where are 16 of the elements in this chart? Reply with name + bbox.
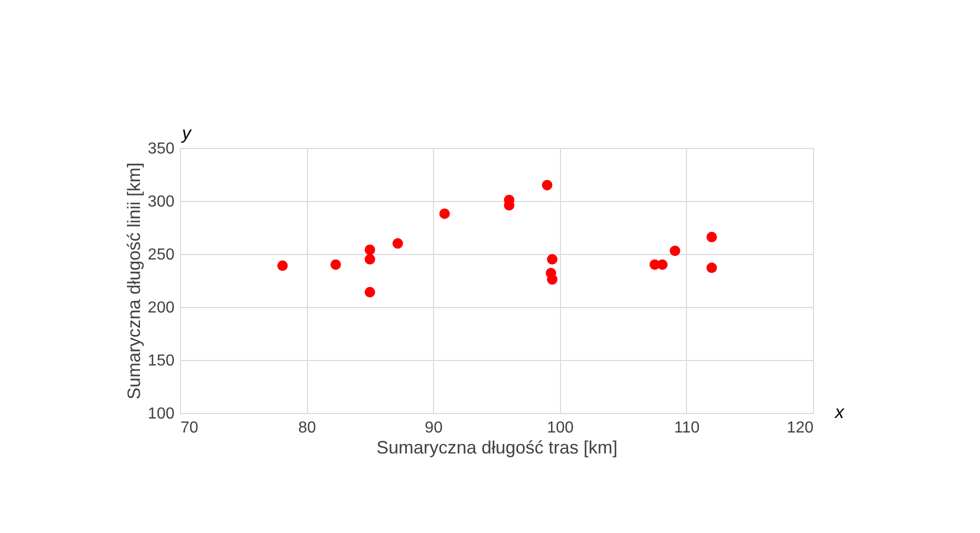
y-tick-label: 350 (148, 140, 175, 158)
y-tick-label: 300 (148, 194, 175, 210)
x-tick-label: 80 (298, 420, 316, 436)
x-tick-label: 120 (786, 420, 814, 436)
x-tick-label: 90 (424, 420, 443, 436)
y-tick-label: 250 (148, 246, 175, 264)
y-tick-label: 100 (148, 406, 175, 422)
x-tick-label: 100 (546, 420, 574, 436)
x-tick-label: 70 (180, 420, 198, 436)
y-tick-label: 200 (148, 300, 175, 316)
y-axis-title: Sumaryczna długość linii [km] (124, 162, 144, 400)
y-tick-label: 150 (148, 352, 175, 370)
text: x (834, 402, 845, 422)
x-tick-label: 110 (674, 420, 700, 436)
text: y (180, 123, 192, 143)
x-axis-title: Sumaryczna długość tras [km] (376, 438, 618, 458)
